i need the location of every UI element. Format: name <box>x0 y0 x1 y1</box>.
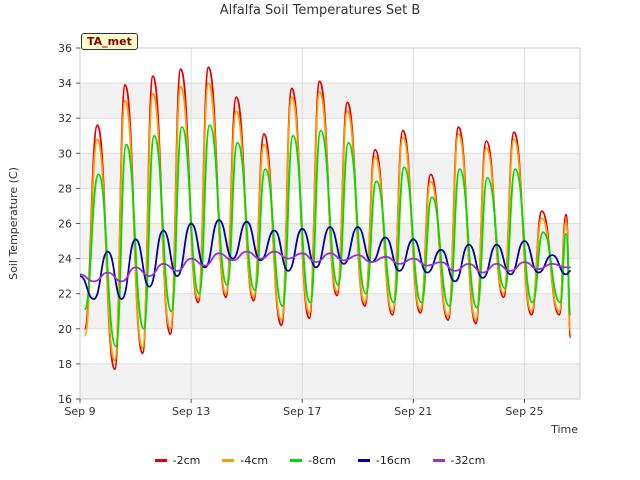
plot-band <box>80 293 580 329</box>
y-tick-label: 32 <box>58 112 72 125</box>
plot-band <box>80 83 580 119</box>
legend-swatch <box>290 459 303 462</box>
x-tick-label: Sep 21 <box>394 405 432 418</box>
y-tick-label: 22 <box>58 288 72 301</box>
legend-item: -2cm <box>154 454 201 467</box>
legend-swatch <box>432 459 445 462</box>
legend-swatch <box>222 459 235 462</box>
plot-band <box>80 153 580 189</box>
series-line-8cmcm-line <box>83 124 572 348</box>
legend-label: -4cm <box>240 454 269 467</box>
y-tick-label: 28 <box>58 182 72 195</box>
x-tick-label: Sep 9 <box>64 405 95 418</box>
y-tick-label: 34 <box>58 77 72 90</box>
series-line-16cmcm-line <box>79 219 571 300</box>
y-tick-label: 26 <box>58 218 72 231</box>
legend-label: -32cm <box>450 454 486 467</box>
legend-item: -8cm <box>290 454 336 467</box>
legend-label: -8cm <box>308 454 336 467</box>
y-tick-label: 24 <box>58 253 72 266</box>
legend: -2cm -4cm -8cm -16cm -32cm <box>0 454 640 467</box>
x-tick-label: Sep 17 <box>283 405 321 418</box>
y-axis-label: Soil Temperature (C) <box>7 167 20 280</box>
y-tick-label: 16 <box>58 393 72 406</box>
plot-band <box>80 363 580 399</box>
series-line-4cmcm-line <box>83 82 572 362</box>
legend-swatch <box>154 459 167 462</box>
legend-swatch <box>357 459 370 462</box>
y-tick-label: 30 <box>58 147 72 160</box>
legend-item: -32cm <box>432 454 486 467</box>
y-tick-label: 36 <box>58 42 72 55</box>
y-tick-label: 18 <box>58 358 72 371</box>
legend-label: -16cm <box>375 454 411 467</box>
chart-title: Alfalfa Soil Temperatures Set B <box>219 3 421 18</box>
legend-item: -16cm <box>357 454 411 467</box>
x-axis-label: Time <box>550 423 578 436</box>
series-line-32cmcm-line <box>79 250 571 283</box>
legend-item: -4cm <box>222 454 268 467</box>
x-tick-label: Sep 25 <box>505 405 543 418</box>
legend-label: -2cm <box>172 454 201 467</box>
y-tick-label: 20 <box>58 323 72 336</box>
x-tick-label: Sep 13 <box>172 405 210 418</box>
site-badge: TA_met <box>81 33 138 50</box>
